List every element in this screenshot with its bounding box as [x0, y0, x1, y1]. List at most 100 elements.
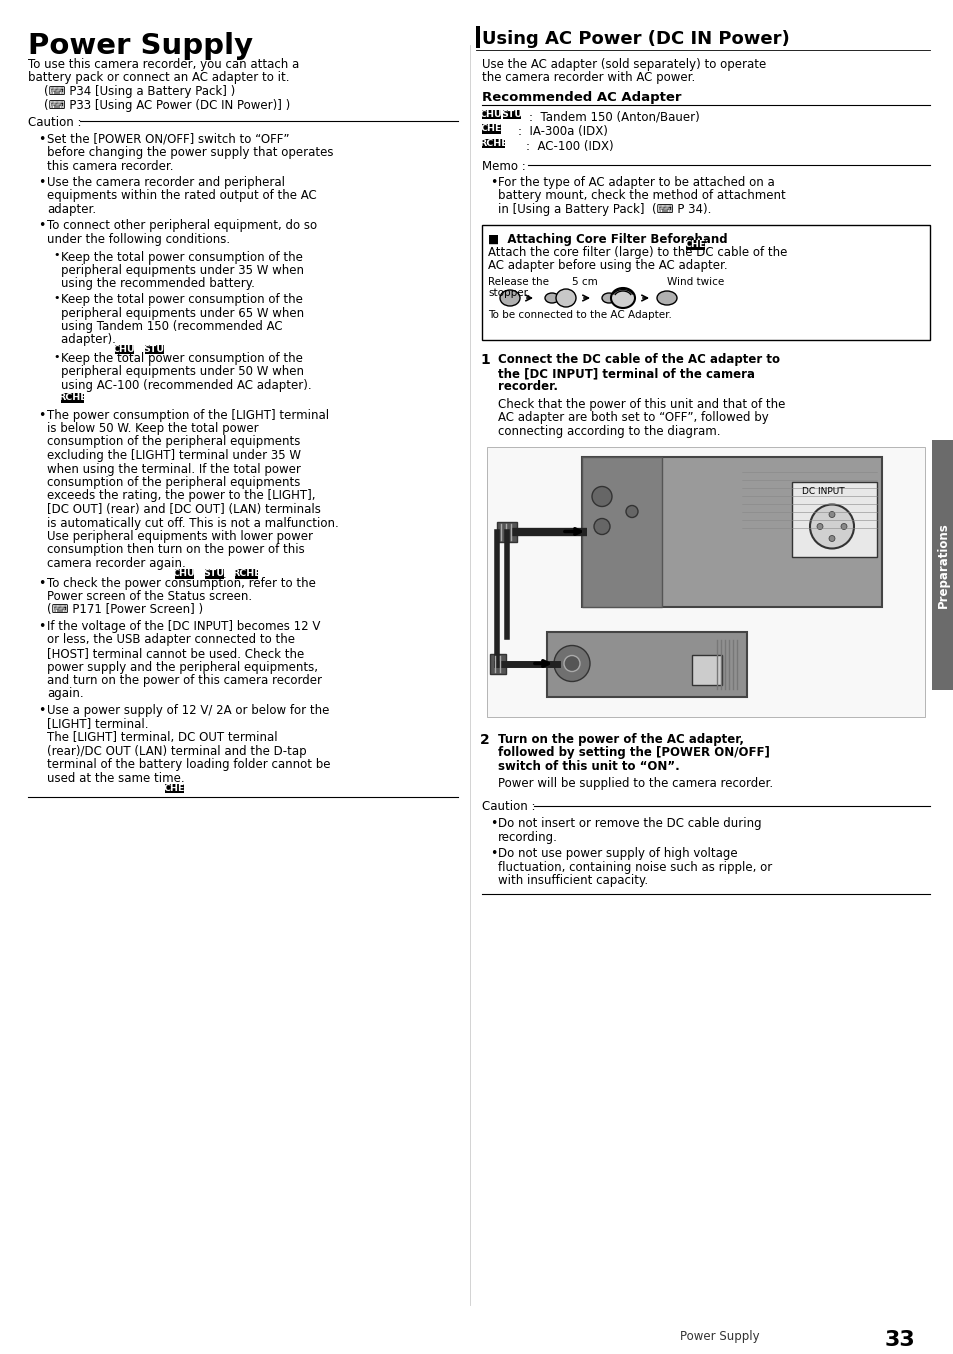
- Text: this camera recorder.: this camera recorder.: [47, 160, 173, 172]
- Circle shape: [563, 655, 579, 672]
- Circle shape: [816, 524, 822, 529]
- Text: battery mount, check the method of attachment: battery mount, check the method of attac…: [497, 190, 785, 203]
- Text: RCHE: RCHE: [478, 139, 507, 148]
- Text: is below 50 W. Keep the total power: is below 50 W. Keep the total power: [47, 422, 258, 435]
- Text: STU: STU: [204, 570, 225, 578]
- Text: CHE: CHE: [684, 241, 705, 249]
- Text: •: •: [490, 816, 497, 830]
- Text: Do not insert or remove the DC cable during: Do not insert or remove the DC cable dur…: [497, 816, 760, 830]
- Text: with insufficient capacity.: with insufficient capacity.: [497, 873, 647, 887]
- Text: camera recorder again.: camera recorder again.: [47, 556, 190, 570]
- Text: Use the AC adapter (sold separately) to operate: Use the AC adapter (sold separately) to …: [481, 58, 765, 70]
- Text: the camera recorder with AC power.: the camera recorder with AC power.: [481, 72, 695, 84]
- Text: equipments within the rated output of the AC: equipments within the rated output of th…: [47, 190, 316, 203]
- Text: To connect other peripheral equipment, do so: To connect other peripheral equipment, d…: [47, 219, 316, 233]
- Text: To be connected to the AC Adapter.: To be connected to the AC Adapter.: [488, 310, 671, 320]
- Text: If the voltage of the [DC INPUT] becomes 12 V: If the voltage of the [DC INPUT] becomes…: [47, 620, 320, 634]
- Text: battery pack or connect an AC adapter to it.: battery pack or connect an AC adapter to…: [28, 72, 289, 84]
- Text: To check the power consumption, refer to the: To check the power consumption, refer to…: [47, 577, 315, 589]
- Ellipse shape: [544, 292, 558, 303]
- Text: again.: again.: [47, 688, 84, 700]
- Circle shape: [809, 505, 853, 548]
- Text: •: •: [38, 219, 46, 233]
- Text: exceeds the rating, the power to the [LIGHT],: exceeds the rating, the power to the [LI…: [47, 490, 315, 502]
- Text: Set the [POWER ON/OFF] switch to “OFF”: Set the [POWER ON/OFF] switch to “OFF”: [47, 133, 289, 145]
- Text: (⌨ P34 [Using a Battery Pack] ): (⌨ P34 [Using a Battery Pack] ): [44, 85, 235, 97]
- Text: CHU: CHU: [172, 570, 195, 578]
- Text: To use this camera recorder, you can attach a: To use this camera recorder, you can att…: [28, 58, 299, 70]
- Text: Keep the total power consumption of the: Keep the total power consumption of the: [61, 352, 302, 366]
- Text: RCHE: RCHE: [58, 394, 87, 402]
- Text: 1: 1: [479, 353, 489, 367]
- Bar: [481, 225, 929, 340]
- Text: STU: STU: [501, 110, 522, 119]
- Text: Wind twice: Wind twice: [666, 278, 723, 287]
- Text: Use a power supply of 12 V/ 2A or below for the: Use a power supply of 12 V/ 2A or below …: [47, 704, 329, 718]
- Text: ■  Attaching Core Filter Beforehand: ■ Attaching Core Filter Beforehand: [488, 233, 731, 245]
- Text: Check that the power of this unit and that of the: Check that the power of this unit and th…: [497, 398, 784, 412]
- Circle shape: [594, 519, 609, 535]
- Text: excluding the [LIGHT] terminal under 35 W: excluding the [LIGHT] terminal under 35 …: [47, 450, 301, 462]
- Text: :  AC-100 (IDX): : AC-100 (IDX): [525, 139, 613, 153]
- Text: CHU: CHU: [112, 345, 135, 353]
- Text: CHU: CHU: [479, 110, 502, 119]
- Text: consumption then turn on the power of this: consumption then turn on the power of th…: [47, 543, 304, 556]
- Text: Caution :: Caution :: [28, 116, 81, 129]
- Text: •: •: [38, 620, 46, 634]
- Text: (⌨ P171 [Power Screen] ): (⌨ P171 [Power Screen] ): [47, 604, 203, 616]
- Bar: [685, 240, 704, 249]
- Text: The [LIGHT] terminal, DC OUT terminal: The [LIGHT] terminal, DC OUT terminal: [47, 731, 277, 743]
- Text: •: •: [490, 176, 497, 190]
- Text: •: •: [53, 250, 59, 260]
- Text: Preparations: Preparations: [936, 523, 948, 608]
- Text: •: •: [490, 848, 497, 860]
- Text: Use the camera recorder and peripheral: Use the camera recorder and peripheral: [47, 176, 285, 190]
- Text: adapter).: adapter).: [61, 333, 119, 347]
- Text: Do not use power supply of high voltage: Do not use power supply of high voltage: [497, 848, 737, 860]
- Text: connecting according to the diagram.: connecting according to the diagram.: [497, 425, 720, 437]
- Bar: [205, 569, 223, 578]
- Text: Caution :: Caution :: [481, 800, 535, 814]
- Text: using Tandem 150 (recommended AC: using Tandem 150 (recommended AC: [61, 320, 282, 333]
- Text: •: •: [53, 352, 59, 362]
- Circle shape: [841, 524, 846, 529]
- Text: Memo :: Memo :: [481, 160, 525, 172]
- Text: peripheral equipments under 35 W when: peripheral equipments under 35 W when: [61, 264, 304, 278]
- Text: terminal of the battery loading folder cannot be: terminal of the battery loading folder c…: [47, 758, 330, 770]
- Text: [DC OUT] (rear) and [DC OUT] (LAN) terminals: [DC OUT] (rear) and [DC OUT] (LAN) termi…: [47, 502, 320, 516]
- Ellipse shape: [556, 288, 576, 307]
- Text: •: •: [38, 409, 46, 421]
- Bar: [490, 654, 505, 673]
- Bar: [115, 344, 133, 355]
- Bar: [174, 569, 193, 578]
- Bar: [546, 631, 746, 696]
- Text: switch of this unit to “ON”.: switch of this unit to “ON”.: [497, 760, 679, 773]
- Bar: [486, 447, 924, 716]
- Text: Turn on the power of the AC adapter,: Turn on the power of the AC adapter,: [497, 733, 743, 746]
- Text: (⌨ P33 [Using AC Power (DC IN Power)] ): (⌨ P33 [Using AC Power (DC IN Power)] ): [44, 99, 290, 111]
- Text: Keep the total power consumption of the: Keep the total power consumption of the: [61, 250, 302, 264]
- Bar: [61, 393, 84, 402]
- Text: 33: 33: [883, 1330, 915, 1350]
- Text: followed by setting the [POWER ON/OFF]: followed by setting the [POWER ON/OFF]: [497, 746, 769, 760]
- Circle shape: [828, 512, 834, 517]
- Text: Keep the total power consumption of the: Keep the total power consumption of the: [61, 292, 302, 306]
- Text: using AC-100 (recommended AC adapter).: using AC-100 (recommended AC adapter).: [61, 379, 312, 393]
- Text: is automatically cut off. This is not a malfunction.: is automatically cut off. This is not a …: [47, 516, 338, 529]
- Text: •: •: [38, 704, 46, 718]
- Circle shape: [554, 646, 589, 681]
- Bar: [481, 138, 504, 149]
- Text: RCHE: RCHE: [232, 570, 260, 578]
- Bar: [165, 784, 184, 793]
- Text: Recommended AC Adapter: Recommended AC Adapter: [481, 91, 680, 104]
- Bar: [931, 440, 953, 691]
- Text: •: •: [38, 133, 46, 145]
- Ellipse shape: [610, 288, 635, 307]
- Circle shape: [592, 486, 612, 506]
- Bar: [691, 654, 721, 685]
- Text: AC adapter before using the AC adapter.: AC adapter before using the AC adapter.: [488, 260, 727, 272]
- Text: Attach the core filter (large) to the DC cable of the: Attach the core filter (large) to the DC…: [488, 246, 786, 259]
- Text: the [DC INPUT] terminal of the camera: the [DC INPUT] terminal of the camera: [497, 367, 754, 380]
- Bar: [481, 110, 500, 119]
- Text: Power Supply: Power Supply: [679, 1330, 759, 1343]
